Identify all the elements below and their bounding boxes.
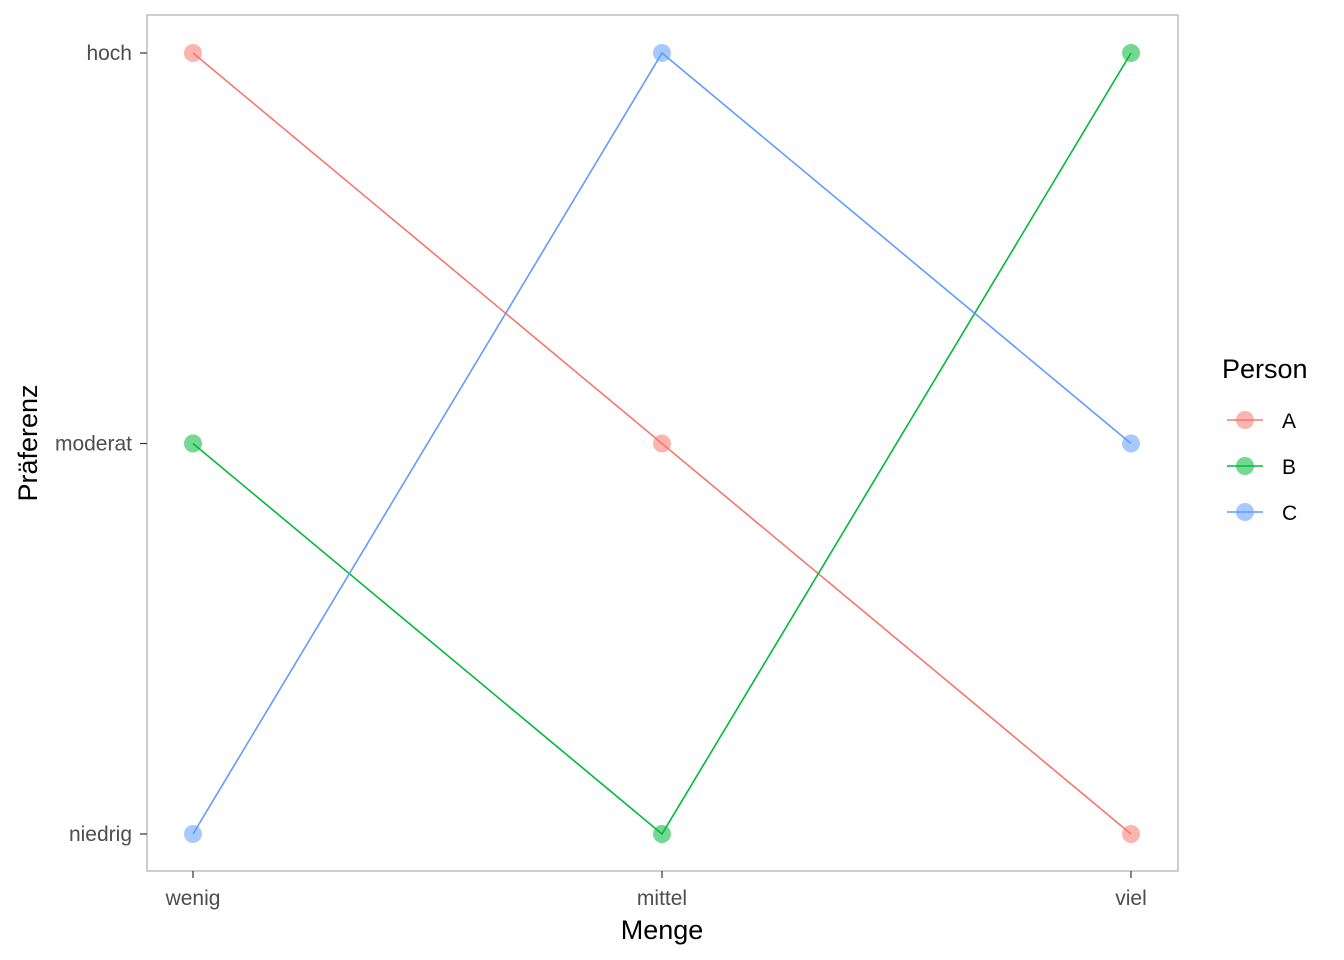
legend-keys: ABC: [1227, 410, 1297, 525]
y-axis-title: Präferenz: [13, 384, 43, 501]
data-point-a-2: [1122, 825, 1140, 843]
x-tick-label: wenig: [165, 887, 221, 910]
legend-key-point-c: [1236, 503, 1254, 521]
data-point-a-1: [653, 434, 671, 453]
y-tick-label: moderat: [55, 433, 132, 456]
legend-title: Person: [1222, 354, 1308, 384]
data-point-c-0: [184, 825, 202, 843]
legend-key-point-a: [1236, 411, 1254, 429]
data-point-a-0: [184, 44, 202, 62]
data-point-c-2: [1122, 434, 1140, 453]
y-tick-label: hoch: [86, 42, 132, 65]
legend: Person ABC: [1222, 354, 1308, 525]
legend-label-c: C: [1282, 502, 1297, 525]
x-tick-label: viel: [1115, 887, 1147, 910]
legend-label-a: A: [1282, 410, 1296, 433]
x-tick-label: mittel: [637, 887, 687, 910]
legend-key-point-b: [1236, 457, 1254, 475]
x-axis-title: Menge: [621, 915, 704, 945]
data-point-b-0: [184, 434, 202, 453]
y-tick-label: niedrig: [69, 823, 132, 846]
data-point-b-2: [1122, 44, 1140, 62]
data-point-c-1: [653, 44, 671, 62]
data-point-b-1: [653, 825, 671, 843]
series-points: [184, 44, 1140, 843]
x-axis: wenig mittel viel: [165, 871, 1147, 910]
legend-label-b: B: [1282, 456, 1296, 479]
y-axis: niedrig moderat hoch: [55, 42, 147, 846]
